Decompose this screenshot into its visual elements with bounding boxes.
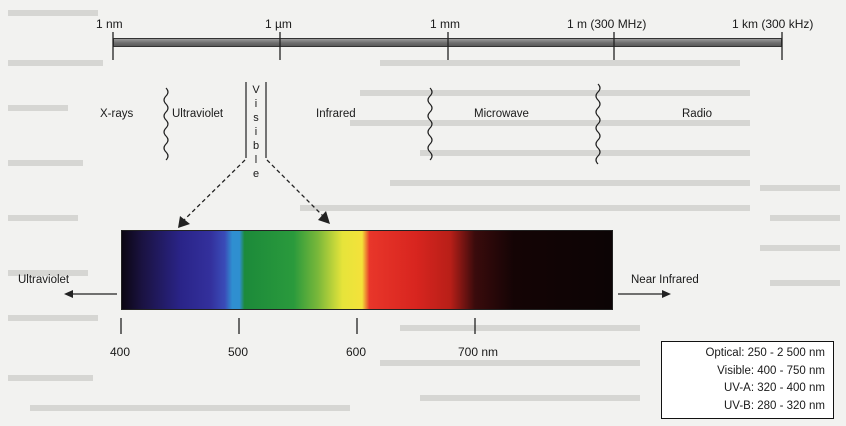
region-label-xrays: X-rays: [100, 108, 134, 120]
arrowhead-near-infrared: [662, 290, 671, 298]
nm-label-400: 400: [110, 345, 131, 359]
dashed-arrow-left: [181, 159, 246, 223]
visible-letter: s: [253, 112, 259, 124]
scale-label-1um: 1 µm: [265, 17, 292, 31]
scale-label-1nm: 1 nm: [96, 17, 123, 31]
wavelength-range-legend: Optical: 250 - 2 500 nm Visible: 400 - 7…: [661, 341, 834, 419]
nm-label-600: 600: [346, 345, 367, 359]
boundary-xray-uv: [163, 87, 169, 161]
visible-letter: l: [254, 154, 258, 166]
legend-row-optical: Optical: 250 - 2 500 nm: [705, 347, 825, 359]
scale-label-1mm: 1 mm: [430, 17, 460, 31]
visible-letter: i: [254, 126, 258, 138]
arrowhead-left: [178, 216, 190, 228]
boundary-microwave-radio: [595, 83, 601, 165]
region-label-microwave: Microwave: [474, 108, 529, 120]
scale-label-1km: 1 km (300 kHz): [732, 17, 814, 31]
region-label-ultraviolet: Ultraviolet: [172, 108, 224, 120]
visible-letter: b: [252, 140, 260, 152]
visible-letter: e: [252, 168, 260, 180]
legend-row-uva: UV-A: 320 - 400 nm: [724, 382, 825, 394]
legend-row-visible: Visible: 400 - 750 nm: [717, 364, 825, 377]
spectrum-right-label: Near Infrared: [631, 274, 699, 286]
region-label-infrared: Infrared: [316, 108, 356, 120]
arrowhead-right: [318, 211, 330, 224]
scale-label-1m: 1 m (300 MHz): [567, 17, 647, 31]
nm-label-700: 700 nm: [458, 345, 499, 359]
nm-label-500: 500: [228, 345, 249, 359]
arrowhead-ultraviolet: [64, 290, 73, 298]
visible-letter: i: [254, 98, 258, 110]
spectrum-left-label: Ultraviolet: [18, 274, 70, 286]
boundary-ir-microwave: [427, 87, 433, 161]
visible-spectrum-strip: [121, 230, 613, 310]
dashed-arrow-right: [266, 159, 326, 219]
legend-row-uvb: UV-B: 280 - 320 nm: [724, 399, 825, 412]
visible-letter: V: [252, 84, 260, 96]
region-label-radio: Radio: [682, 108, 713, 120]
